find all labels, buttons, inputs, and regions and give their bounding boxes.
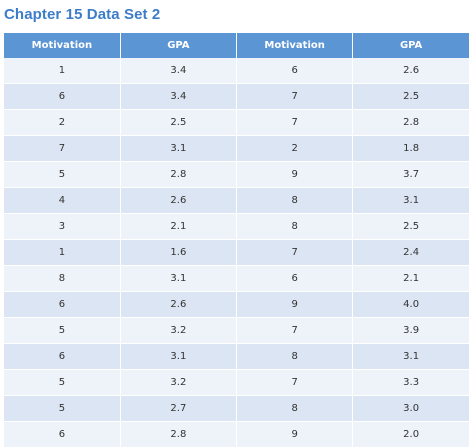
table-row: 5 2.7 8 3.0 — [4, 395, 469, 422]
table-row: 8 3.1 6 2.1 — [4, 265, 469, 292]
motivation-cell: 4 — [4, 187, 121, 214]
motivation-cell: 8 — [236, 343, 354, 370]
gpa-cell: 2.6 — [352, 58, 469, 84]
motivation-cell: 5 — [4, 161, 121, 188]
table-header-row: Motivation GPA Motivation GPA — [4, 33, 469, 58]
column-header-gpa: GPA — [120, 33, 238, 58]
table-row: 4 2.6 8 3.1 — [4, 187, 469, 214]
motivation-cell: 7 — [236, 83, 354, 110]
motivation-cell: 6 — [236, 265, 354, 292]
motivation-cell: 8 — [236, 395, 354, 422]
gpa-cell: 2.0 — [352, 421, 469, 448]
motivation-cell: 7 — [236, 109, 354, 136]
gpa-cell: 2.4 — [352, 239, 469, 266]
motivation-cell: 6 — [4, 343, 121, 370]
gpa-cell: 3.4 — [120, 58, 238, 84]
motivation-cell: 8 — [236, 213, 354, 240]
motivation-cell: 8 — [236, 187, 354, 214]
motivation-cell: 1 — [4, 239, 121, 266]
gpa-cell: 3.1 — [120, 135, 238, 162]
motivation-cell: 5 — [4, 369, 121, 396]
gpa-cell: 2.1 — [120, 213, 238, 240]
table-row: 6 2.6 9 4.0 — [4, 291, 469, 318]
gpa-cell: 4.0 — [352, 291, 469, 318]
gpa-cell: 2.5 — [352, 213, 469, 240]
motivation-cell: 7 — [4, 135, 121, 162]
motivation-cell: 2 — [236, 135, 354, 162]
gpa-cell: 3.2 — [120, 317, 238, 344]
motivation-cell: 2 — [4, 109, 121, 136]
motivation-cell: 9 — [236, 161, 354, 188]
gpa-cell: 3.1 — [120, 265, 238, 292]
motivation-cell: 9 — [236, 291, 354, 318]
motivation-cell: 6 — [4, 421, 121, 448]
table-row: 3 2.1 8 2.5 — [4, 213, 469, 240]
table-row: 5 2.8 9 3.7 — [4, 161, 469, 188]
table-row: 5 3.2 7 3.9 — [4, 317, 469, 344]
gpa-cell: 2.8 — [120, 161, 238, 188]
gpa-cell: 2.8 — [352, 109, 469, 136]
table-row: 1 3.4 6 2.6 — [4, 58, 469, 84]
column-header-motivation: Motivation — [236, 33, 354, 58]
gpa-cell: 3.4 — [120, 83, 238, 110]
table-row: 6 3.4 7 2.5 — [4, 83, 469, 110]
gpa-cell: 1.8 — [352, 135, 469, 162]
gpa-cell: 2.7 — [120, 395, 238, 422]
gpa-cell: 3.7 — [352, 161, 469, 188]
motivation-cell: 5 — [4, 395, 121, 422]
gpa-cell: 2.5 — [352, 83, 469, 110]
gpa-cell: 3.2 — [120, 369, 238, 396]
gpa-cell: 3.0 — [352, 395, 469, 422]
motivation-cell: 8 — [4, 265, 121, 292]
motivation-cell: 7 — [236, 317, 354, 344]
table-body: 1 3.4 6 2.6 6 3.4 7 2.5 2 2.5 7 2.8 7 3.1 2 1.8 5 2.8 9 3.7… — [4, 58, 469, 448]
data-table: Motivation GPA Motivation GPA 1 3.4 6 2.6 6 3… — [4, 33, 469, 448]
motivation-cell: 6 — [4, 291, 121, 318]
motivation-cell: 7 — [236, 239, 354, 266]
motivation-cell: 3 — [4, 213, 121, 240]
gpa-cell: 3.1 — [120, 343, 238, 370]
motivation-cell: 5 — [4, 317, 121, 344]
table-row: 6 2.8 9 2.0 — [4, 421, 469, 448]
gpa-cell: 2.6 — [120, 291, 238, 318]
column-header-motivation: Motivation — [4, 33, 121, 58]
motivation-cell: 1 — [4, 58, 121, 84]
gpa-cell: 3.1 — [352, 187, 469, 214]
gpa-cell: 1.6 — [120, 239, 238, 266]
gpa-cell: 3.3 — [352, 369, 469, 396]
column-header-gpa: GPA — [352, 33, 469, 58]
motivation-cell: 9 — [236, 421, 354, 448]
motivation-cell: 6 — [236, 58, 354, 84]
table-row: 7 3.1 2 1.8 — [4, 135, 469, 162]
table-row: 6 3.1 8 3.1 — [4, 343, 469, 370]
gpa-cell: 2.1 — [352, 265, 469, 292]
motivation-cell: 6 — [4, 83, 121, 110]
table-row: 2 2.5 7 2.8 — [4, 109, 469, 136]
gpa-cell: 3.1 — [352, 343, 469, 370]
motivation-cell: 7 — [236, 369, 354, 396]
table-row: 1 1.6 7 2.4 — [4, 239, 469, 266]
table-row: 5 3.2 7 3.3 — [4, 369, 469, 396]
page-title: Chapter 15 Data Set 2 — [4, 6, 161, 23]
gpa-cell: 2.5 — [120, 109, 238, 136]
gpa-cell: 2.6 — [120, 187, 238, 214]
gpa-cell: 3.9 — [352, 317, 469, 344]
gpa-cell: 2.8 — [120, 421, 238, 448]
